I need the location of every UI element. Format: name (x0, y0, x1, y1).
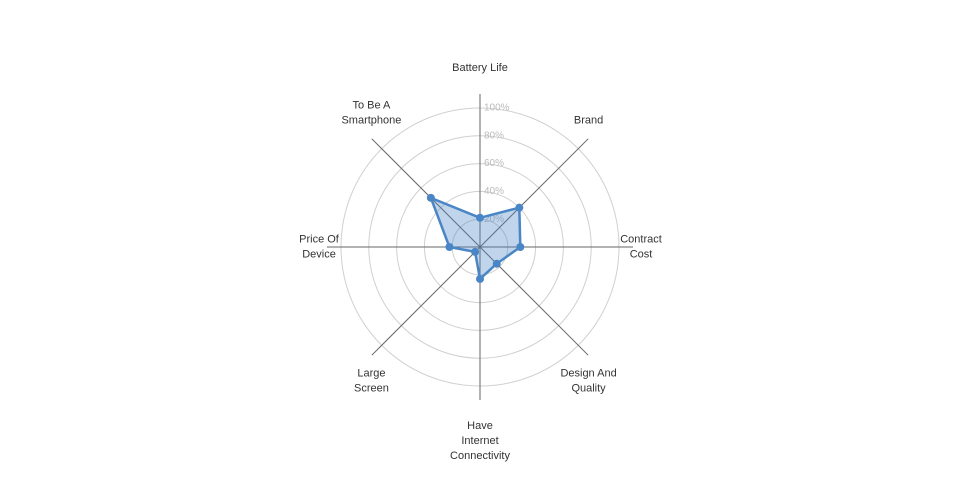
data-point (476, 213, 484, 222)
data-point (516, 243, 525, 251)
data-point (476, 274, 484, 283)
axis-label: Design And Quality (560, 367, 616, 394)
y-tick-label: 60% (484, 158, 504, 169)
axis-line (371, 138, 481, 248)
axis-line (371, 246, 481, 356)
data-point (445, 243, 454, 251)
axis-label: Have Internet Connectivity (450, 420, 510, 462)
y-tick-label: 20% (484, 214, 504, 225)
axis-label: Brand (574, 114, 603, 126)
y-tick-label: 40% (484, 186, 504, 197)
axis-label: Price Of Device (299, 233, 340, 260)
axis-line (479, 138, 589, 248)
data-point (492, 259, 501, 268)
y-tick-label: 80% (484, 130, 504, 141)
axis-label: Contract Cost (620, 233, 662, 260)
axis-label: Battery Life (452, 62, 508, 74)
y-tick-label: 100% (484, 103, 510, 114)
radar-area (429, 196, 522, 281)
data-point (515, 203, 524, 212)
data-point (471, 247, 480, 256)
data-point (426, 193, 435, 202)
axis-label: Large Screen (354, 367, 389, 394)
axis-label: To Be A Smartphone (341, 99, 401, 126)
